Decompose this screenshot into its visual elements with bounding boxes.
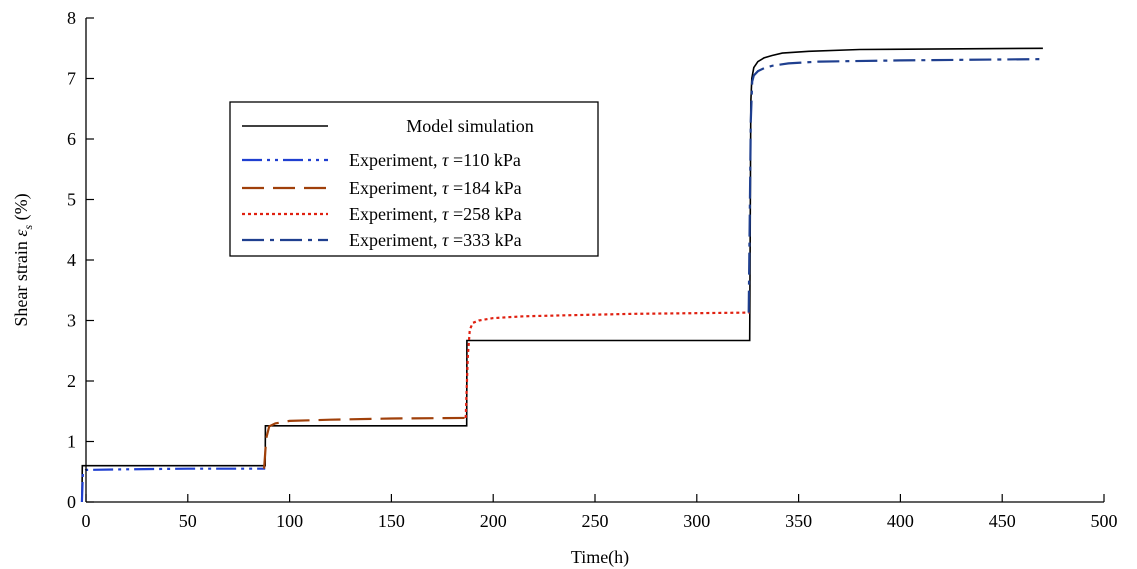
tick-labels: 0 50 100 150 200 250 300 350 400 450 500 0 1 2 3 4 5 6 7 8 [67, 8, 1118, 531]
axes [85, 17, 1105, 503]
y-axis-title-unit: (%) [11, 193, 32, 220]
x-tick-label: 250 [582, 511, 609, 531]
series-line-0 [81, 47, 1043, 503]
y-tick-label: 4 [67, 250, 76, 270]
y-tick-label: 8 [67, 8, 76, 28]
legend-label-2: Experiment, τ =184 kPa [349, 178, 522, 198]
y-tick-label: 0 [67, 492, 76, 512]
x-tick-label: 200 [480, 511, 507, 531]
series-line-1 [80, 467, 266, 503]
legend-label-3: Experiment, τ =258 kPa [349, 204, 522, 224]
y-tick-label: 2 [67, 371, 76, 391]
legend-box [229, 101, 599, 257]
y-axis-title-symbol: ε [11, 229, 31, 237]
y-tick-label: 5 [67, 190, 76, 210]
legend-label-4: Experiment, τ =333 kPa [349, 230, 522, 250]
legend: Model simulation Experiment, τ =110 kPa Ex… [229, 101, 599, 257]
y-tick-label: 7 [67, 69, 76, 89]
x-tick-label: 500 [1091, 511, 1118, 531]
series-line-4 [747, 58, 1043, 313]
series-line-2 [263, 416, 467, 469]
y-axis-title-prefix: Shear strain [11, 241, 31, 326]
x-tick-label: 300 [683, 511, 710, 531]
legend-label-1: Experiment, τ =110 kPa [349, 150, 521, 170]
legend-label-0: Model simulation [406, 116, 534, 136]
series-line-3 [464, 311, 750, 418]
y-tick-label: 1 [67, 432, 76, 452]
y-tick-label: 6 [67, 129, 76, 149]
x-axis-title: Time(h) [571, 547, 629, 568]
y-axis-title-subscript: s [21, 225, 35, 230]
plot-lines [80, 47, 1043, 503]
x-tick-label: 50 [179, 511, 197, 531]
x-tick-label: 450 [989, 511, 1016, 531]
x-tick-label: 350 [785, 511, 812, 531]
x-tick-label: 400 [887, 511, 914, 531]
legend-entries: Model simulation Experiment, τ =110 kPa Ex… [242, 116, 534, 250]
y-tick-label: 3 [67, 311, 76, 331]
x-tick-label: 150 [378, 511, 405, 531]
x-tick-label: 100 [276, 511, 303, 531]
y-axis-title: Shear strain εs (%) [11, 193, 35, 326]
x-tick-label: 0 [82, 511, 91, 531]
